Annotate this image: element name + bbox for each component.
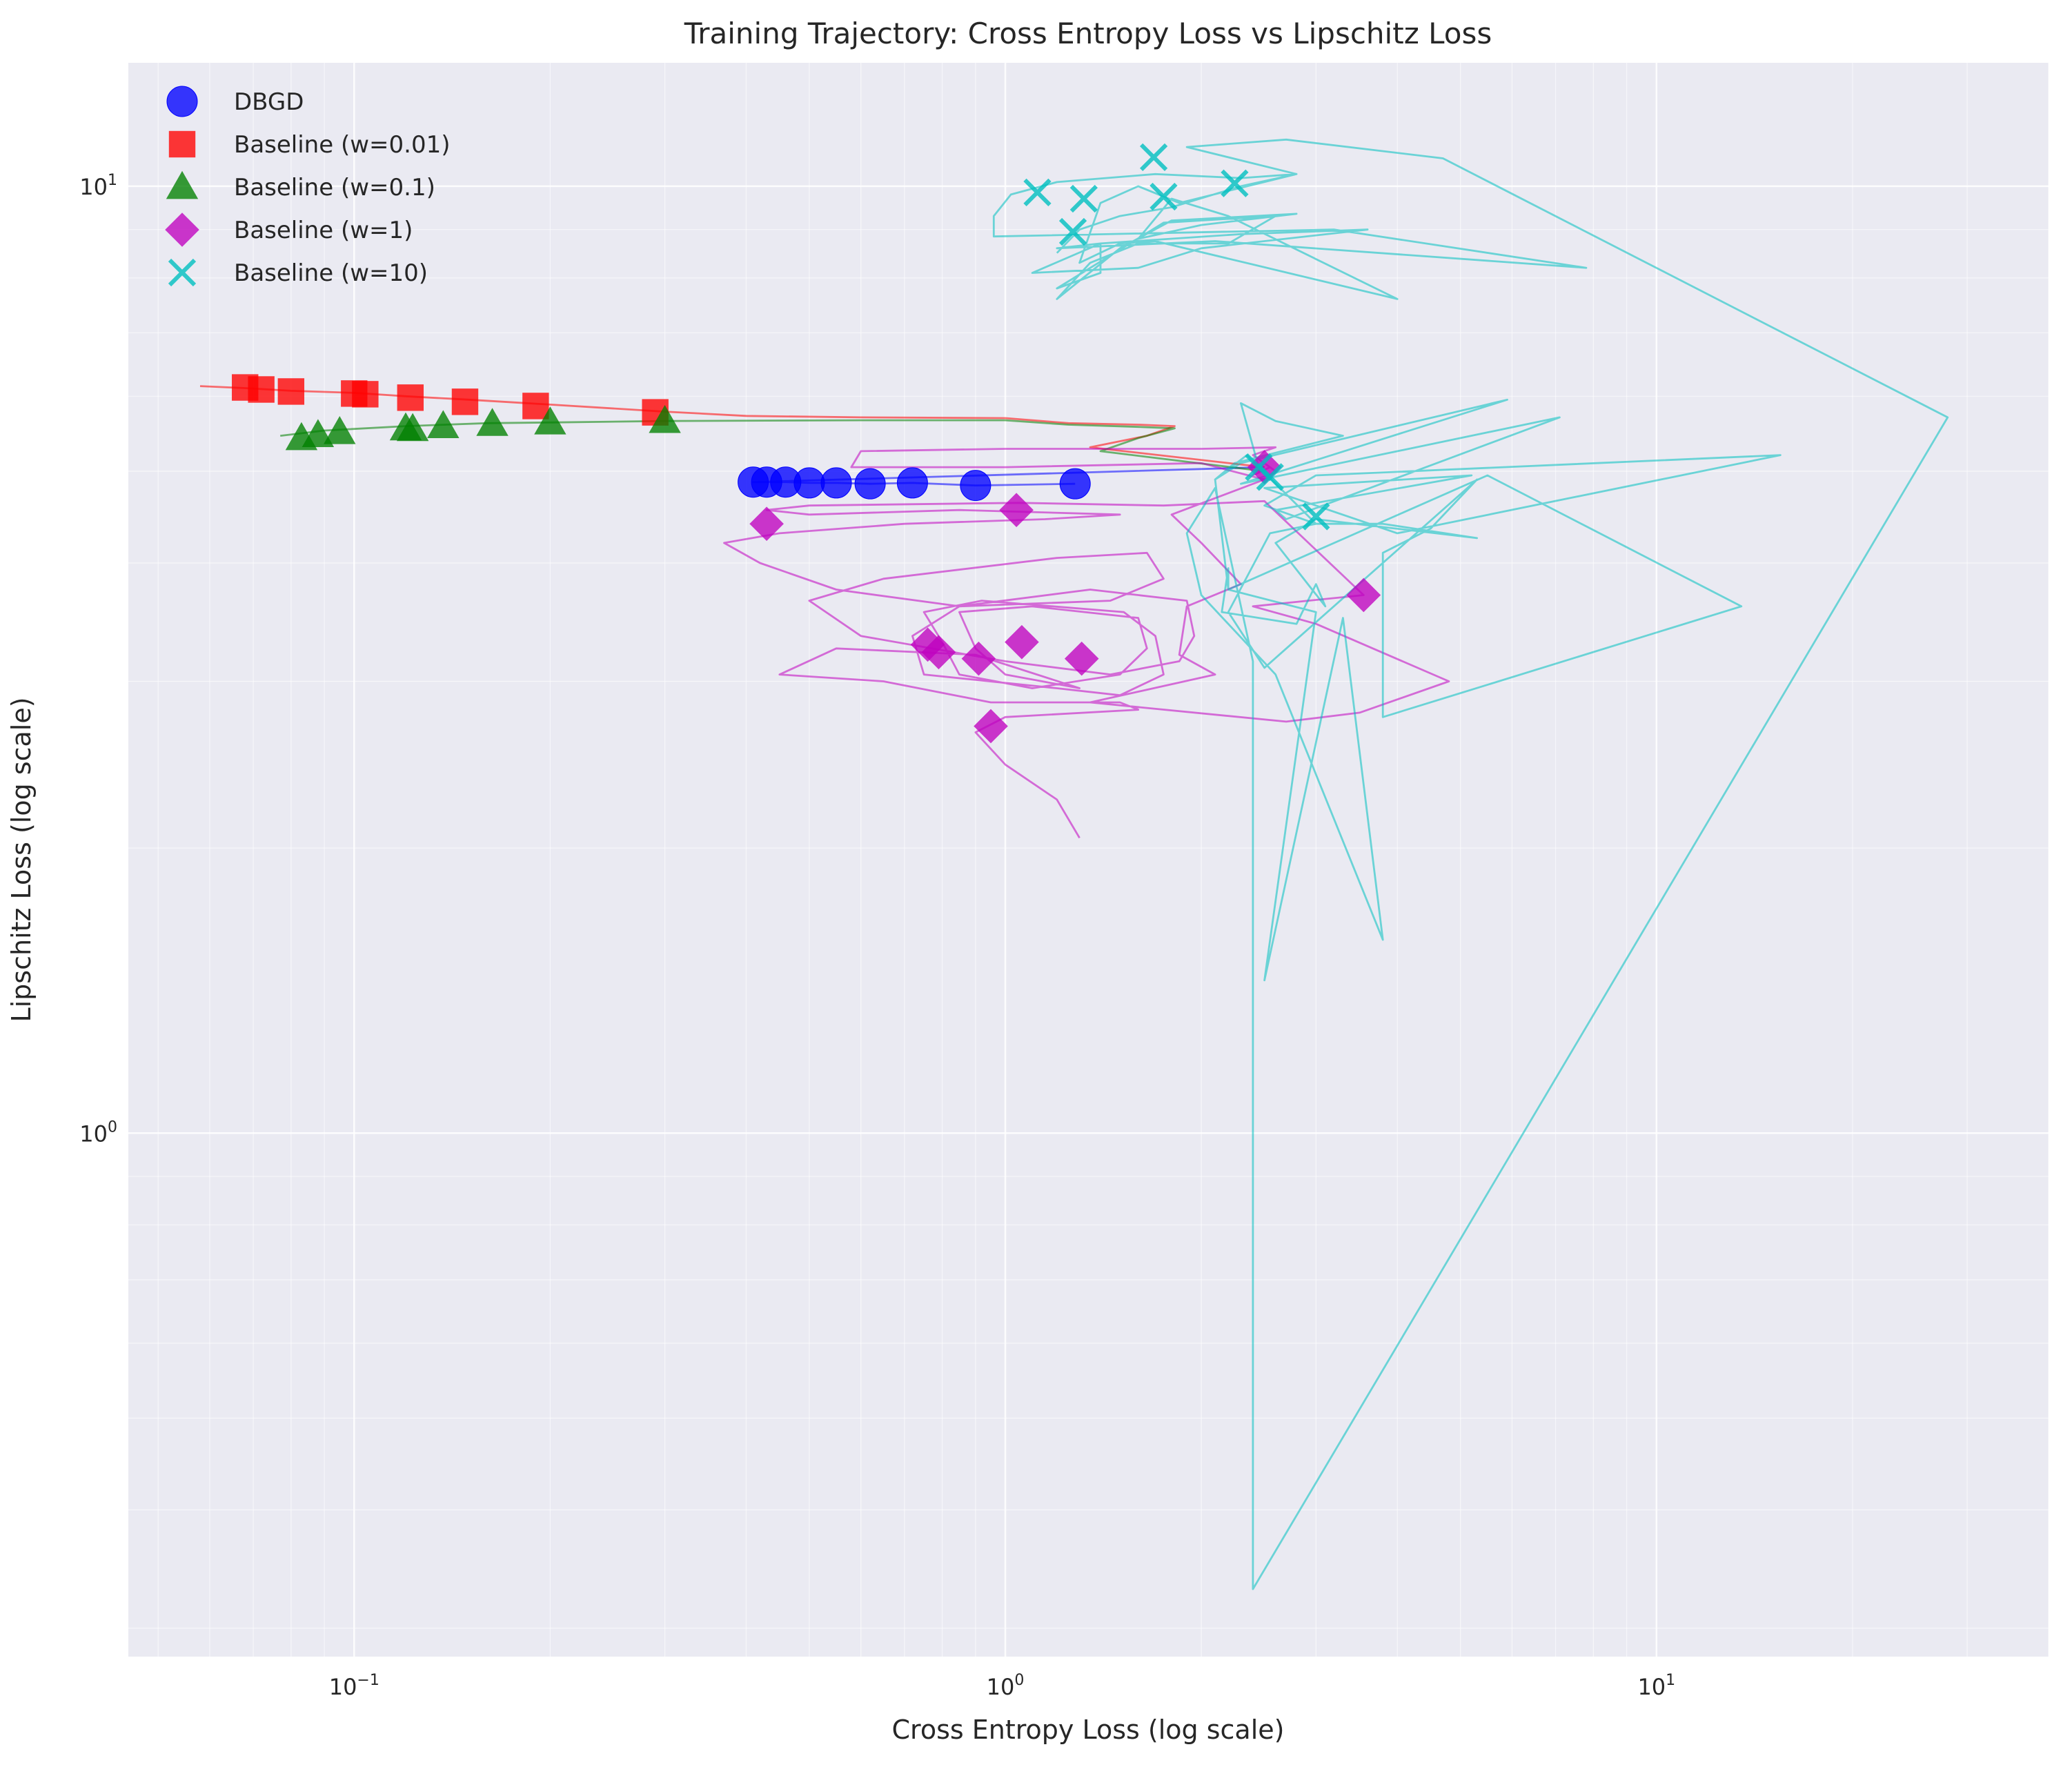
baseline-w-10-marker: [1150, 182, 1178, 211]
baseline-w-0-01-marker: [397, 384, 424, 411]
y-tick-label: 101: [79, 172, 117, 200]
legend-dbgd-label: DBGD: [234, 88, 304, 116]
chart-title: Training Trajectory: Cross Entropy Loss …: [684, 17, 1492, 50]
baseline-w-10-marker: [1139, 143, 1168, 171]
dbgd-marker: [1059, 468, 1091, 500]
baseline-w-0-01-trajectory-line: [199, 385, 1265, 468]
baseline-w-10-marker: [1023, 178, 1052, 207]
x-tick-label: 101: [1637, 1672, 1675, 1700]
baseline-w-10-marker: [1302, 502, 1330, 531]
y-axis-label: Lipschitz Loss (log scale): [6, 697, 37, 1022]
baseline-w-0-1-marker: [649, 404, 681, 433]
dbgd-marker: [854, 468, 886, 500]
baseline-w-10-marker: [1256, 463, 1284, 491]
legend-baseline-w-0-01-label: Baseline (w=0.01): [234, 131, 451, 159]
x-axis-label: Cross Entropy Loss (log scale): [892, 1715, 1285, 1745]
baseline-w-0-01-marker: [451, 388, 479, 415]
baseline-w-10-marker: [1058, 217, 1087, 246]
baseline-w-0-01-marker: [522, 393, 549, 419]
dbgd-marker: [896, 467, 928, 499]
baseline-w-0-1-marker: [534, 406, 566, 435]
legend-baseline-w-1-label: Baseline (w=1): [234, 217, 413, 244]
baseline-w-1-marker: [1005, 624, 1039, 660]
baseline-w-1-marker: [749, 506, 784, 541]
baseline-w-0-1-marker: [396, 413, 429, 442]
baseline-w-1-marker: [974, 709, 1008, 744]
legend: DBGD Baseline (w=0.01) Baseline (w=0.1) Bas…: [165, 86, 451, 287]
legend-baseline-w-10-marker: [168, 258, 197, 287]
y-tick-label: 100: [79, 1118, 117, 1147]
legend-baseline-w-0-1-marker: [166, 170, 199, 199]
baseline-w-0-1-marker: [324, 415, 356, 444]
baseline-w-10-marker: [1221, 169, 1249, 197]
dbgd-marker: [820, 467, 852, 499]
baseline-w-1-marker: [910, 627, 945, 662]
data-markers: [232, 143, 1381, 744]
plot-area: [128, 63, 2049, 1657]
baseline-w-0-1-marker: [427, 410, 460, 438]
baseline-w-1-marker: [1064, 641, 1099, 676]
x-tick-label: 100: [987, 1672, 1025, 1700]
baseline-w-1-marker: [999, 493, 1034, 528]
baseline-w-0-01-marker: [277, 378, 305, 405]
legend-dbgd-marker: [166, 86, 198, 117]
baseline-w-1-trajectory-line: [723, 446, 1450, 839]
legend-baseline-w-1-marker: [165, 213, 199, 247]
baseline-w-1-marker: [961, 641, 996, 676]
baseline-w-10-trajectory-line: [992, 138, 1949, 1590]
x-tick-label: 10−1: [329, 1672, 379, 1700]
baseline-w-0-01-marker: [248, 376, 275, 403]
baseline-w-0-1-marker: [476, 408, 509, 436]
baseline-w-10-marker: [1069, 184, 1098, 213]
legend-baseline-w-10-label: Baseline (w=10): [234, 259, 428, 287]
baseline-w-0-01-marker: [352, 381, 379, 408]
grid: [128, 63, 2049, 1657]
legend-baseline-w-0-1-label: Baseline (w=0.1): [234, 174, 435, 201]
dbgd-marker: [960, 470, 991, 502]
baseline-w-1-marker: [921, 635, 956, 670]
baseline-w-1-marker: [1346, 578, 1381, 613]
legend-baseline-w-0-01-marker: [168, 130, 196, 158]
dbgd-marker: [738, 466, 769, 498]
tick-labels: 10−1 100 101 100 101: [79, 172, 1675, 1700]
